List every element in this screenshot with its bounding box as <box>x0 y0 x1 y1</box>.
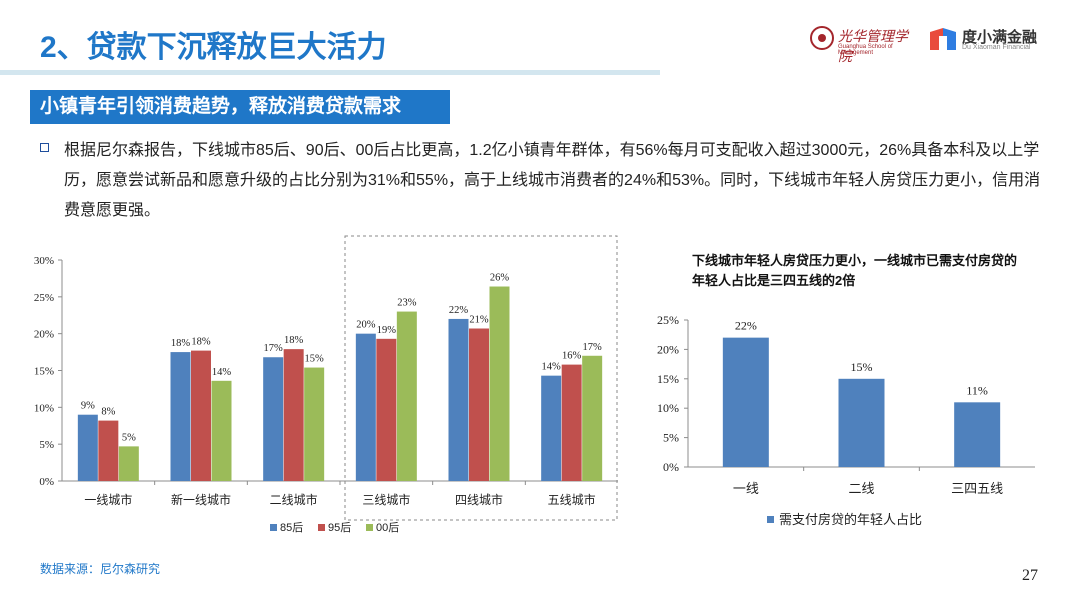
data-label: 18% <box>191 337 211 348</box>
pku-seal-icon <box>810 26 834 50</box>
legend-swatch <box>767 516 774 523</box>
data-label: 14% <box>212 367 232 378</box>
y-tick-label: 30% <box>34 255 54 267</box>
du-xiaoman-mark-icon <box>930 28 956 50</box>
pku-logo-subtext: Guanghua School of Management <box>838 44 893 56</box>
bar <box>170 352 191 481</box>
x-tick-label: 一线城市 <box>84 492 132 507</box>
data-label: 18% <box>171 338 191 349</box>
y-tick-label: 5% <box>663 431 679 445</box>
bar <box>77 414 98 481</box>
legend-label: 00后 <box>376 521 399 534</box>
pku-guanghua-logo: 光华管理学院 Guanghua School of Management <box>810 22 920 65</box>
du-xiaoman-logo: 度小满金融 Du Xiaoman Financial <box>930 22 1060 58</box>
legend-swatch <box>318 524 325 531</box>
y-tick-label: 15% <box>657 372 679 386</box>
bar <box>448 318 469 481</box>
bar <box>541 375 562 481</box>
right-bar-chart: 0% 5% 10% 15% 20% 25% 22% 一线 15% 二线 11% 三四五线需支付房贷的年… <box>657 313 1035 527</box>
bar <box>355 333 376 481</box>
du-logo-text: 度小满金融 <box>962 29 1038 46</box>
y-tick-label: 20% <box>34 329 54 341</box>
body-paragraph: 根据尼尔森报告，下线城市85后、90后、00后占比更高，1.2亿小镇青年群体，有… <box>64 142 1041 219</box>
logos: 光华管理学院 Guanghua School of Management 度小满… <box>810 22 1060 65</box>
bar <box>469 328 489 481</box>
du-logo-subtext: Du Xiaoman Financial <box>962 44 1031 51</box>
data-label: 21% <box>469 315 489 326</box>
bullet-square-icon <box>40 137 54 152</box>
right-chart-subtitle: 下线城市年轻人房贷压力更小，一线城市已需支付房贷的年轻人占比是三四五线的2倍 <box>692 253 1018 288</box>
data-label: 16% <box>562 351 582 362</box>
x-tick-label: 四线城市 <box>455 492 503 507</box>
page-number: 27 <box>1022 567 1038 584</box>
data-label: 11% <box>966 383 988 397</box>
bar <box>954 402 1001 467</box>
bar <box>98 420 119 481</box>
bar <box>283 349 304 481</box>
y-tick-label: 25% <box>34 292 54 304</box>
y-tick-label: 0% <box>39 476 54 488</box>
legend-label: 85后 <box>280 521 303 534</box>
data-label: 8% <box>101 407 115 418</box>
y-tick-label: 15% <box>34 366 54 378</box>
data-label: 22% <box>449 305 469 316</box>
bar <box>304 367 325 481</box>
bar <box>561 364 582 481</box>
x-tick-label: 五线城市 <box>548 492 596 507</box>
y-tick-label: 25% <box>657 313 679 327</box>
data-label: 14% <box>542 362 562 373</box>
y-tick-label: 10% <box>34 402 54 414</box>
title-underline <box>0 70 660 75</box>
data-source: 数据来源：尼尔森研究 <box>40 562 161 576</box>
x-tick-label: 新一线城市 <box>171 492 231 507</box>
bar <box>582 355 603 481</box>
data-label: 17% <box>583 342 603 353</box>
bar <box>722 337 769 467</box>
y-tick-label: 5% <box>39 439 54 451</box>
bar <box>838 378 885 467</box>
data-label: 19% <box>377 325 397 336</box>
bar <box>263 357 284 481</box>
bar <box>118 446 139 481</box>
x-tick-label: 三线城市 <box>362 492 410 507</box>
legend-label: 95后 <box>328 521 351 534</box>
bar <box>489 286 510 481</box>
legend-swatch <box>366 524 373 531</box>
data-label: 15% <box>851 360 873 374</box>
bar <box>376 338 397 481</box>
section-banner: 小镇青年引领消费趋势，释放消费贷款需求 <box>30 90 450 124</box>
data-label: 22% <box>735 319 757 333</box>
x-tick-label: 二线城市 <box>270 492 318 507</box>
page-title: 2、贷款下沉释放巨大活力 <box>40 31 387 64</box>
data-label: 15% <box>305 354 325 365</box>
data-label: 9% <box>81 401 95 412</box>
data-label: 23% <box>397 298 417 309</box>
data-label: 26% <box>490 273 510 284</box>
legend-swatch <box>270 524 277 531</box>
bar <box>211 380 232 481</box>
data-label: 20% <box>356 320 376 331</box>
highlight-box <box>344 235 618 521</box>
x-tick-label: 二线 <box>848 481 874 496</box>
bar <box>396 311 417 481</box>
x-tick-label: 三四五线 <box>951 481 1003 496</box>
y-tick-label: 0% <box>663 460 679 474</box>
x-tick-label: 一线 <box>733 481 759 496</box>
y-tick-label: 10% <box>657 401 679 415</box>
bar <box>191 350 211 481</box>
data-label: 5% <box>122 432 136 443</box>
legend-label: 需支付房贷的年轻人占比 <box>779 512 922 527</box>
y-tick-label: 20% <box>657 342 679 356</box>
data-label: 18% <box>284 335 304 346</box>
data-label: 17% <box>264 343 284 354</box>
pku-logo-text: 光华管理学院 <box>838 29 908 65</box>
